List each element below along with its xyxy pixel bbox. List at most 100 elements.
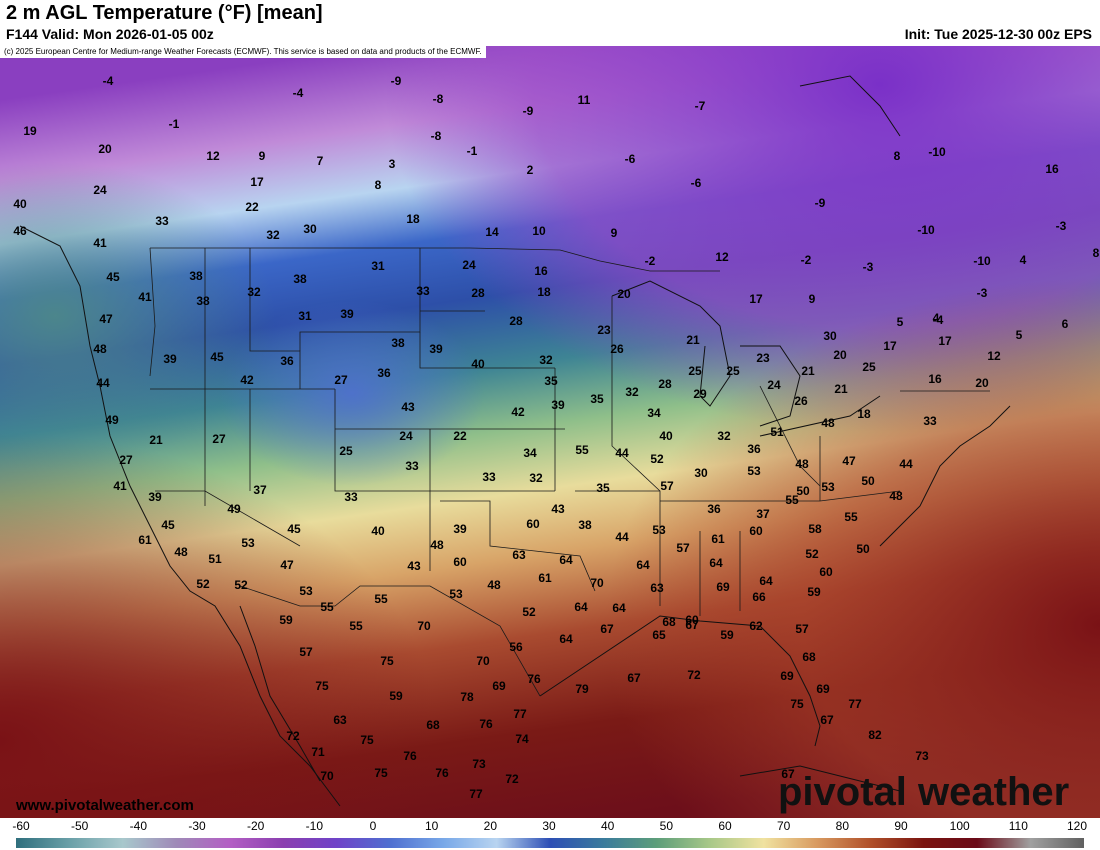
temperature-value: 12 (987, 349, 1001, 363)
brand-logo: pivotal weather (778, 770, 1070, 814)
temperature-value: 63 (650, 581, 664, 595)
temperature-value: 75 (374, 766, 388, 780)
temperature-value: 39 (163, 352, 177, 366)
temperature-value: -9 (522, 104, 534, 118)
temperature-value: 68 (802, 650, 816, 664)
temperature-value: 39 (429, 342, 443, 356)
temperature-value: 72 (687, 668, 701, 682)
temperature-value: 53 (821, 480, 835, 494)
temperature-value: 21 (149, 433, 163, 447)
temperature-value: 8 (893, 149, 901, 163)
temperature-value: 55 (349, 619, 363, 633)
temperature-value: 67 (685, 618, 699, 632)
temperature-value: 71 (311, 745, 325, 759)
temperature-value: 16 (1045, 162, 1059, 176)
temperature-value: 45 (106, 270, 120, 284)
temperature-value: 22 (245, 200, 259, 214)
temperature-value: 29 (693, 387, 707, 401)
temperature-value: 21 (686, 333, 700, 347)
temperature-value: 40 (13, 197, 27, 211)
legend-tick: 50 (659, 819, 674, 833)
legend-tick: 80 (835, 819, 850, 833)
temperature-value: 21 (834, 382, 848, 396)
temperature-value: 32 (266, 228, 280, 242)
temperature-value: 60 (749, 524, 763, 538)
temperature-value: 16 (928, 372, 942, 386)
temperature-value: 67 (781, 767, 795, 781)
temperature-value: 67 (627, 671, 641, 685)
temperature-value: 62 (749, 619, 763, 633)
temperature-value: 51 (770, 425, 784, 439)
temperature-value: 27 (119, 453, 133, 467)
temperature-value: 60 (819, 565, 833, 579)
temperature-value: 79 (575, 682, 589, 696)
temperature-value: 63 (512, 548, 526, 562)
temperature-value: 75 (380, 654, 394, 668)
temperature-value: 39 (340, 307, 354, 321)
temperature-value: 44 (899, 457, 913, 471)
temperature-value: 23 (756, 351, 770, 365)
temperature-value: 12 (206, 149, 220, 163)
temperature-value: 69 (816, 682, 830, 696)
temperature-value: 60 (453, 555, 467, 569)
temperature-value: 74 (515, 732, 529, 746)
temperature-value: -4 (932, 313, 944, 327)
temperature-value: 75 (315, 679, 329, 693)
temperature-value: 42 (240, 373, 254, 387)
temperature-value: 70 (476, 654, 490, 668)
temperature-value: 48 (821, 416, 835, 430)
temperature-value: 21 (801, 364, 815, 378)
temperature-value: 35 (596, 481, 610, 495)
temperature-value: 38 (391, 336, 405, 350)
temperature-value: 52 (234, 578, 248, 592)
temperature-value: 51 (208, 552, 222, 566)
temperature-value: 69 (716, 580, 730, 594)
temperature-value: 22 (453, 429, 467, 443)
temperature-value: 60 (526, 517, 540, 531)
temperature-value: 55 (374, 592, 388, 606)
temperature-value: 38 (293, 272, 307, 286)
temperature-value: -7 (694, 99, 706, 113)
temperature-value: -6 (624, 152, 636, 166)
temperature-value: 48 (889, 489, 903, 503)
temperature-value: 34 (523, 446, 537, 460)
legend-tick: 70 (776, 819, 791, 833)
temperature-value: 58 (808, 522, 822, 536)
legend-tick: 30 (542, 819, 556, 833)
temperature-value: -4 (292, 86, 304, 100)
temperature-value: 50 (861, 474, 875, 488)
temperature-value: 50 (796, 484, 810, 498)
temperature-value: 17 (938, 334, 952, 348)
temperature-value: 47 (842, 454, 856, 468)
temperature-value: 31 (298, 309, 312, 323)
valid-time: F144 Valid: Mon 2026-01-05 00z (6, 26, 214, 42)
temperature-value: 53 (449, 587, 463, 601)
temperature-value: 43 (407, 559, 421, 573)
temperature-value: 25 (339, 444, 353, 458)
temperature-value: 76 (527, 672, 541, 686)
temperature-value: 48 (430, 538, 444, 552)
temperature-value: 9 (808, 292, 816, 306)
temperature-value: 28 (471, 286, 485, 300)
temperature-value: 66 (752, 590, 766, 604)
temperature-value: -9 (814, 196, 826, 210)
temperature-value: 18 (406, 212, 420, 226)
legend-tick: 90 (894, 819, 908, 833)
temperature-value: 52 (522, 605, 536, 619)
temperature-value: 35 (590, 392, 604, 406)
temperature-value: 3 (388, 157, 396, 171)
temperature-value: 73 (472, 757, 486, 771)
legend-tick: -30 (188, 819, 206, 833)
temperature-value: 69 (492, 679, 506, 693)
temperature-value: 48 (487, 578, 501, 592)
temperature-value: 48 (93, 342, 107, 356)
temperature-value: 69 (780, 669, 794, 683)
site-url[interactable]: www.pivotalweather.com (16, 797, 194, 814)
temperature-value: 64 (612, 601, 626, 615)
temperature-value: 76 (479, 717, 493, 731)
temperature-value: 27 (334, 373, 348, 387)
temperature-map[interactable]: -4 -9 -8 11 -4 -8 -9 -7 19 -1 20 12 9 7 3 -1 2 -6 8 -10 16 17… (0, 46, 1100, 818)
temperature-value: 39 (453, 522, 467, 536)
legend-tick: -20 (246, 819, 265, 833)
temperature-value: 30 (303, 222, 317, 236)
